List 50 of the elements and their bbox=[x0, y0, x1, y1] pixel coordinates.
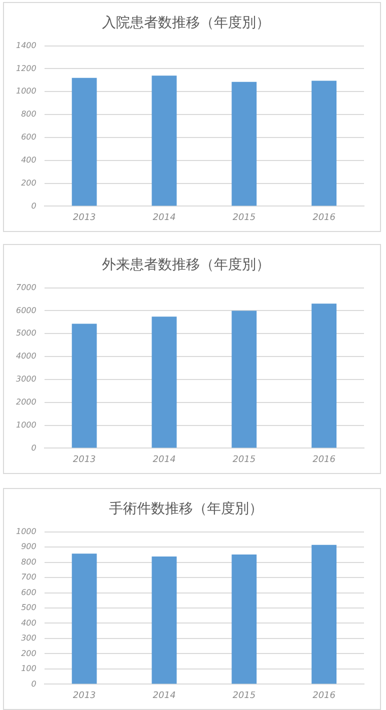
bar bbox=[312, 304, 337, 448]
y-tick-label: 600 bbox=[21, 588, 36, 597]
x-tick-label: 2015 bbox=[232, 454, 256, 465]
y-tick-label: 5000 bbox=[16, 328, 36, 338]
bar bbox=[312, 80, 337, 206]
y-tick-label: 100 bbox=[21, 664, 36, 674]
bar bbox=[152, 316, 177, 448]
y-tick-label: 800 bbox=[21, 557, 36, 566]
x-tick-label: 2016 bbox=[312, 454, 336, 465]
y-tick-label: 500 bbox=[21, 603, 36, 612]
y-tick-label: 6000 bbox=[16, 306, 36, 315]
y-tick-label: 200 bbox=[21, 648, 36, 658]
y-tick-label: 400 bbox=[21, 155, 36, 164]
y-tick-label: 2000 bbox=[16, 397, 36, 406]
y-tick-label: 800 bbox=[21, 110, 36, 119]
y-tick-label: 1000 bbox=[16, 86, 36, 96]
y-tick-label: 0 bbox=[31, 201, 36, 210]
bar bbox=[232, 310, 257, 448]
y-tick-label: 600 bbox=[21, 132, 36, 142]
bar bbox=[232, 82, 257, 206]
y-tick-label: 3000 bbox=[16, 374, 36, 384]
y-tick-label: 1400 bbox=[16, 40, 36, 50]
bar bbox=[72, 78, 97, 206]
bar bbox=[152, 76, 177, 206]
chart-title: 手術件数推移（年度別） bbox=[109, 501, 263, 518]
x-tick-label: 2013 bbox=[72, 454, 96, 465]
y-tick-label: 1200 bbox=[16, 64, 36, 73]
y-tick-label: 0 bbox=[31, 679, 36, 688]
x-tick-label: 2016 bbox=[312, 212, 336, 223]
y-tick-label: 900 bbox=[21, 542, 36, 552]
y-tick-label: 400 bbox=[21, 618, 36, 628]
x-tick-label: 2015 bbox=[232, 212, 256, 223]
x-tick-label: 2016 bbox=[312, 690, 336, 701]
x-tick-label: 2013 bbox=[72, 212, 96, 223]
y-tick-label: 0 bbox=[31, 443, 36, 452]
x-tick-label: 2014 bbox=[152, 690, 176, 701]
x-tick-label: 2014 bbox=[152, 454, 176, 465]
y-tick-label: 700 bbox=[21, 572, 36, 582]
x-tick-label: 2014 bbox=[152, 212, 176, 223]
chart-title: 入院患者数推移（年度別） bbox=[102, 15, 270, 32]
x-tick-label: 2015 bbox=[232, 690, 256, 701]
y-tick-label: 1000 bbox=[16, 420, 36, 430]
x-tick-label: 2013 bbox=[72, 690, 96, 701]
y-tick-label: 7000 bbox=[16, 282, 36, 292]
y-tick-label: 4000 bbox=[16, 352, 36, 361]
y-tick-label: 300 bbox=[21, 634, 36, 643]
y-tick-label: 1000 bbox=[16, 526, 36, 536]
chart-title: 外来患者数推移（年度別） bbox=[102, 257, 270, 274]
y-tick-label: 200 bbox=[21, 178, 36, 188]
bar bbox=[72, 324, 97, 448]
